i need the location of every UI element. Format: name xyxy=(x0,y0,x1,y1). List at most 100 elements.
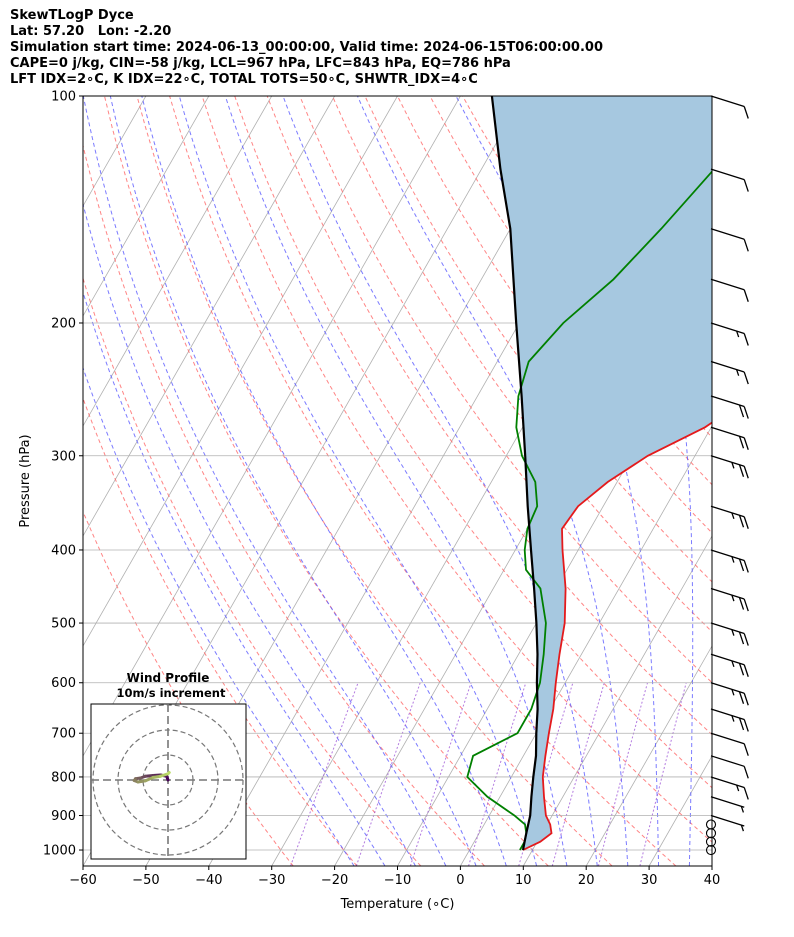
dry-adiabat xyxy=(169,96,677,866)
dry-adiabat xyxy=(136,96,613,866)
index-line: LFT IDX=2∘C, K IDX=22∘C, TOTAL TOTS=50∘C… xyxy=(10,72,478,87)
barb-flag xyxy=(743,766,749,779)
wind-barbs xyxy=(705,95,749,856)
isotherm xyxy=(83,96,398,647)
barb-half-flag xyxy=(731,689,735,696)
wind-barb xyxy=(710,426,745,439)
isotherm xyxy=(522,535,712,866)
wind-barb xyxy=(710,168,745,181)
x-tick-label: −60 xyxy=(69,873,96,888)
dry-adiabat xyxy=(234,96,712,789)
y-axis-label: Pressure (hPa) xyxy=(18,434,33,527)
moist-adiabat xyxy=(357,96,629,866)
y-tick-label: 800 xyxy=(51,770,76,785)
barb-half-flag xyxy=(731,556,735,563)
barb-flag xyxy=(738,717,745,731)
wind-barb xyxy=(710,505,745,518)
barb-flag xyxy=(743,437,749,450)
wind-barb xyxy=(710,455,745,467)
barb-flag xyxy=(738,464,745,477)
moist-adiabat xyxy=(585,96,694,866)
wind-barb xyxy=(710,682,745,694)
y-tick-label: 900 xyxy=(51,809,76,824)
time-line: Simulation start time: 2024-06-13_00:00:… xyxy=(10,40,603,55)
moist-adiabat xyxy=(83,290,386,866)
hodograph-subtitle: 10m/s increment xyxy=(117,686,226,700)
isotherm xyxy=(83,96,335,537)
barb-flag xyxy=(743,106,749,119)
barb-half-flag xyxy=(731,660,735,668)
isotherm xyxy=(585,645,712,866)
y-tick-label: 600 xyxy=(51,676,76,691)
barb-flag xyxy=(738,663,745,676)
barb-flag xyxy=(738,515,745,528)
barb-half-flag xyxy=(731,512,735,520)
calm-barb xyxy=(705,828,717,839)
stability-line: CAPE=0 j/kg, CIN=-58 j/kg, LCL=967 hPa, … xyxy=(10,56,511,71)
chart-title: SkewTLogP Dyce xyxy=(10,8,134,23)
barb-half-flag xyxy=(731,462,735,469)
x-axis-label: Temperature (∘C) xyxy=(340,897,455,912)
y-tick-label: 400 xyxy=(51,543,76,558)
mixing-ratio-line xyxy=(290,682,359,866)
x-tick-label: −40 xyxy=(195,873,222,888)
barb-flag xyxy=(743,719,749,732)
cin-shading xyxy=(491,96,712,850)
isotherm xyxy=(460,425,712,866)
moist-adiabat xyxy=(224,96,568,866)
moist-adiabat xyxy=(178,96,538,866)
mixing-ratio-line xyxy=(468,682,527,866)
wind-barb xyxy=(710,732,745,745)
barb-half-flag xyxy=(731,715,735,722)
mixing-ratio-line xyxy=(409,682,472,866)
wind-barb xyxy=(710,796,745,808)
dry-adiabat xyxy=(331,96,712,633)
barb-flag xyxy=(743,664,749,677)
mixing-ratio-line xyxy=(597,682,648,866)
dry-adiabat xyxy=(299,96,712,684)
barb-flag xyxy=(738,631,745,645)
wind-barb xyxy=(710,776,745,789)
barb-flag xyxy=(738,404,745,418)
barb-half-flag xyxy=(736,330,740,338)
hodograph-area xyxy=(91,704,246,859)
wind-barb xyxy=(710,755,745,767)
location-line: Lat: 57.20 Lon: -2.20 xyxy=(10,24,172,39)
x-tick-label: −10 xyxy=(384,873,411,888)
barb-half-flag xyxy=(740,806,745,813)
wind-barb xyxy=(710,95,745,108)
wind-barb xyxy=(710,228,745,240)
dry-adiabat xyxy=(104,96,549,866)
barb-half-flag xyxy=(731,594,735,602)
mixing-ratio-line xyxy=(551,682,605,866)
x-tick-label: 40 xyxy=(704,873,721,888)
calm-barb xyxy=(705,844,717,856)
barb-flag xyxy=(743,693,749,706)
moist-adiabat xyxy=(109,96,477,866)
wind-barb xyxy=(710,278,745,291)
y-tick-label: 1000 xyxy=(43,844,76,859)
dry-adiabat xyxy=(83,143,485,866)
moist-adiabat xyxy=(83,366,355,866)
y-tick-label: 200 xyxy=(51,316,76,331)
isotherm xyxy=(83,96,84,97)
wind-barb xyxy=(710,708,745,721)
x-tick-label: 10 xyxy=(515,873,532,888)
barb-flag xyxy=(743,633,749,646)
moist-adiabat xyxy=(282,96,598,866)
wind-barb xyxy=(710,653,745,666)
parcel-line xyxy=(490,96,539,851)
wind-barb xyxy=(710,622,745,635)
y-tick-label: 700 xyxy=(51,727,76,742)
y-tick-label: 500 xyxy=(51,617,76,632)
isotherm xyxy=(83,96,210,317)
y-tick-label: 100 xyxy=(51,90,76,105)
calm-barb xyxy=(705,819,717,830)
wind-barb xyxy=(710,814,745,827)
barb-flag xyxy=(743,466,749,479)
y-tick-label: 300 xyxy=(51,449,76,464)
barb-half-flag xyxy=(740,824,745,832)
mixing-ratio-line xyxy=(355,682,421,866)
